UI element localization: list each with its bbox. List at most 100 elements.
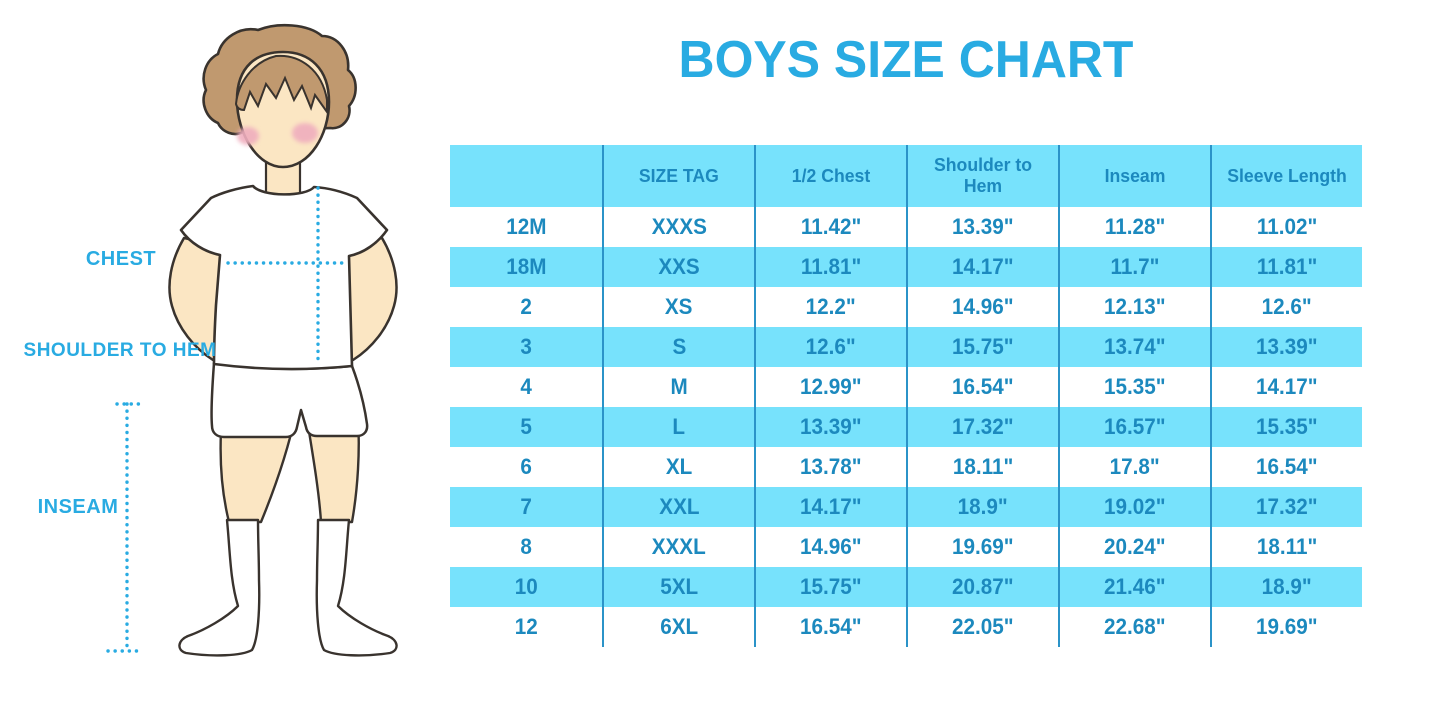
- table-row: 3 S 12.6" 15.75" 13.74" 13.39": [450, 327, 1362, 367]
- shoulder-to-hem-label: SHOULDER TO HEM: [23, 340, 217, 361]
- measurement-cell: 18.9": [1210, 567, 1362, 607]
- measurement-cell: 18.11": [1210, 527, 1362, 567]
- measurement-cell: XXL: [602, 487, 754, 527]
- size-label-cell: 18M: [450, 247, 602, 287]
- measurement-cell: 14.17": [1210, 367, 1362, 407]
- cell-text: 11.02": [1256, 214, 1318, 239]
- cell-text: XXL: [658, 494, 700, 519]
- measurement-cell: 14.17": [754, 487, 906, 527]
- measurement-cell: 11.28": [1058, 207, 1210, 247]
- cell-text: 11.42": [800, 214, 862, 239]
- measurement-cell: 19.69": [906, 527, 1058, 567]
- cell-text: 18.9": [957, 494, 1009, 519]
- measurement-cell: 13.74": [1058, 327, 1210, 367]
- measurement-cell: 14.96": [906, 287, 1058, 327]
- size-label-cell: 6: [450, 447, 602, 487]
- cell-text: 10: [514, 574, 538, 599]
- measurement-cell: 13.39": [754, 407, 906, 447]
- table-row: 7 XXL 14.17" 18.9" 19.02" 17.32": [450, 487, 1362, 527]
- measurement-cell: 14.96": [754, 527, 906, 567]
- cell-text: SIZE TAG: [638, 165, 720, 186]
- cell-text: 22.68": [1104, 614, 1166, 639]
- cell-text: Inseam: [1104, 165, 1166, 186]
- measurement-cell: 11.7": [1058, 247, 1210, 287]
- measurement-cell: 19.69": [1210, 607, 1362, 647]
- table-row: 12 6XL 16.54" 22.05" 22.68" 19.69": [450, 607, 1362, 647]
- cell-text: 12.6": [1261, 294, 1313, 319]
- measurement-cell: XXXL: [602, 527, 754, 567]
- measurement-cell: S: [602, 327, 754, 367]
- cell-text: 13.39": [952, 214, 1014, 239]
- size-label-cell: 4: [450, 367, 602, 407]
- measurement-cell: 18.9": [906, 487, 1058, 527]
- cell-text: 15.75": [952, 334, 1014, 359]
- cell-text: XL: [665, 454, 693, 479]
- cell-text: 5: [520, 414, 532, 439]
- table-row: 5 L 13.39" 17.32" 16.57" 15.35": [450, 407, 1362, 447]
- header-cell: Shoulder to Hem: [906, 145, 1058, 207]
- size-label-cell: 10: [450, 567, 602, 607]
- measurement-cell: 16.54": [906, 367, 1058, 407]
- cell-text: 17.32": [1256, 494, 1318, 519]
- measurement-cell: 12.2": [754, 287, 906, 327]
- cell-text: 12: [514, 614, 538, 639]
- cell-text: 17.8": [1109, 454, 1161, 479]
- measurement-cell: 20.87": [906, 567, 1058, 607]
- cell-text: 14.17": [1256, 374, 1318, 399]
- cell-text: Shoulder to Hem: [934, 155, 1032, 196]
- table-row: 4 M 12.99" 16.54" 15.35" 14.17": [450, 367, 1362, 407]
- measurement-cell: XS: [602, 287, 754, 327]
- hair-fringe-shape: [234, 54, 328, 116]
- cell-text: 13.39": [1256, 334, 1318, 359]
- cell-text: 20.24": [1104, 534, 1166, 559]
- cell-text: 15.75": [800, 574, 862, 599]
- cell-text: 7: [520, 494, 532, 519]
- cell-text: 14.17": [952, 254, 1014, 279]
- size-label-cell: 8: [450, 527, 602, 567]
- socks-shape: [178, 518, 398, 657]
- measurement-cell: 17.32": [906, 407, 1058, 447]
- shorts-shape: [210, 361, 369, 439]
- header-cell: 1/2 Chest: [754, 145, 906, 207]
- cell-text: 12.6": [805, 334, 857, 359]
- measurement-cell: 15.35": [1210, 407, 1362, 447]
- cell-text: 12.13": [1104, 294, 1166, 319]
- measurement-cell: 15.35": [1058, 367, 1210, 407]
- header-cell: SIZE TAG: [602, 145, 754, 207]
- measurement-cell: 19.02": [1058, 487, 1210, 527]
- measurement-cell: 21.46": [1058, 567, 1210, 607]
- size-label-cell: 7: [450, 487, 602, 527]
- table-header-row: SIZE TAG 1/2 Chest Shoulder to Hem Inseam Sl…: [450, 145, 1362, 207]
- size-label-cell: 2: [450, 287, 602, 327]
- cell-text: S: [672, 334, 686, 359]
- chest-label: CHEST: [85, 248, 157, 270]
- measurement-cell: 11.02": [1210, 207, 1362, 247]
- cell-text: 11.81": [1256, 254, 1318, 279]
- cell-text: 19.02": [1104, 494, 1166, 519]
- cell-text: 19.69": [952, 534, 1014, 559]
- header-cell: Sleeve Length: [1210, 145, 1362, 207]
- table-row: 10 5XL 15.75" 20.87" 21.46" 18.9": [450, 567, 1362, 607]
- cell-text: 5XL: [660, 574, 698, 599]
- tshirt-shape: [179, 184, 389, 371]
- measurement-cell: 12.6": [754, 327, 906, 367]
- cell-text: 8: [520, 534, 532, 559]
- measurement-cell: 14.17": [906, 247, 1058, 287]
- cell-text: 13.78": [800, 454, 862, 479]
- measurement-cell: 16.57": [1058, 407, 1210, 447]
- table-row: 18M XXS 11.81" 14.17" 11.7" 11.81": [450, 247, 1362, 287]
- measurement-cell: XXS: [602, 247, 754, 287]
- cell-text: 11.81": [800, 254, 862, 279]
- cell-text: 12.99": [800, 374, 862, 399]
- cell-text: 14.17": [800, 494, 862, 519]
- cell-text: 16.54": [800, 614, 862, 639]
- measurement-cell: 13.39": [906, 207, 1058, 247]
- measurement-cell: 13.78": [754, 447, 906, 487]
- cell-text: 18.9": [1261, 574, 1313, 599]
- size-label-cell: 3: [450, 327, 602, 367]
- header-cell: Inseam: [1058, 145, 1210, 207]
- measurement-cell: 17.32": [1210, 487, 1362, 527]
- cell-text: 12.2": [805, 294, 857, 319]
- cell-text: 18.11": [952, 454, 1014, 479]
- cell-text: M: [670, 374, 688, 399]
